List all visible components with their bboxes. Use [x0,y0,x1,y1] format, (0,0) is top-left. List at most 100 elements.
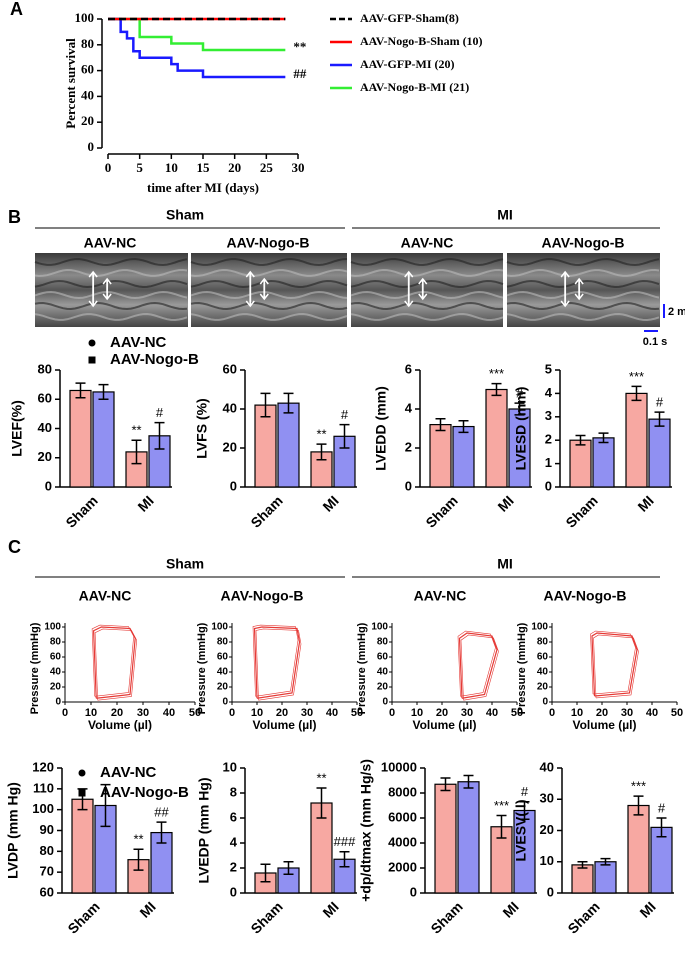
y-tick-label: 0 [45,478,52,493]
significance: *** [489,366,504,381]
pv-loop-trace [94,628,138,701]
pv-loop [92,626,136,699]
y-axis-label: LVESD (mm) [513,387,529,471]
y-tick-label: 20 [38,449,52,464]
pv-loop-trace [590,630,636,695]
y-tick-label: 100 [211,622,228,633]
column-header: AAV-Nogo-B [544,588,627,604]
x-tick-label: Sham [564,898,602,936]
y-tick-label: 100 [32,801,54,816]
x-tick-label: MI [136,898,158,920]
significance: ### [334,834,356,849]
y-tick-label: 4 [405,400,413,415]
y-tick-label: 2 [405,439,412,454]
y-tick-label: 4 [230,834,238,849]
x-tick-label: 15 [197,160,211,175]
legend-label: AAV-Nogo-B [100,784,189,801]
significance: # [516,386,524,401]
y-tick-label: 60 [50,652,62,663]
pv-loop-trace [91,624,135,697]
error-bar [133,848,144,871]
y-axis-label: Pressure (mmHg) [29,622,41,714]
y-tick-label: 6 [230,809,237,824]
error-bar [154,421,165,450]
y-tick-label: 100 [531,622,548,633]
error-bar [600,857,611,866]
y-tick-label: 40 [223,400,237,415]
y-tick-label: 20 [540,822,554,837]
y-tick-label: 0 [410,884,417,899]
y-tick-label: 80 [38,361,52,376]
group-header: Sham [166,207,204,223]
bar [69,389,92,488]
error-bar [260,392,271,418]
bar [71,798,94,894]
echo-arrowhead [102,277,112,301]
echo-texture [350,312,504,322]
x-tick-label: 30 [301,707,313,719]
x-tick-label: 25 [260,160,274,175]
y-axis-label: LVEDP (mm Hg) [196,777,212,883]
legend-marker [88,339,96,347]
x-tick-label: 50 [671,707,683,719]
y-tick-label: 0 [542,697,548,708]
echo-texture [350,257,504,267]
significance: ** [131,423,141,438]
y-axis-label: Percent survival [63,38,78,129]
echo-texture [350,279,504,289]
scale-label: 2 mm [668,306,685,318]
group-header: Sham [166,556,204,572]
x-tick-label: Sham [247,898,285,936]
panel-label: B [8,207,21,227]
x-tick-label: Sham [422,492,460,530]
y-tick-label: 40 [38,420,52,435]
x-tick-label: 40 [646,707,658,719]
y-tick-label: 1 [545,455,552,470]
y-tick-label: 2 [230,859,237,874]
y-tick-label: 90 [40,822,54,837]
y-tick-label: 10 [223,759,237,774]
y-tick-label: 40 [540,759,554,774]
echo-arrowhead [560,270,570,308]
x-tick-label: MI [636,898,658,920]
x-tick-label: 0 [389,707,395,719]
y-tick-label: 100 [371,622,388,633]
y-axis-label: LVEF(%) [9,400,25,457]
echo-texture [190,279,348,289]
x-tick-label: Sham [62,492,100,530]
error-bar [458,419,469,434]
y-tick-label: 80 [40,843,54,858]
x-tick-label: 30 [292,160,305,175]
error-bar [435,418,446,432]
x-axis-label: Volume (µl) [412,718,476,732]
pv-loop-trace [460,634,499,701]
error-bar [339,851,350,868]
y-tick-label: 2000 [388,859,417,874]
y-tick-label: 110 [33,780,54,795]
y-tick-label: 6 [405,361,412,376]
y-tick-label: 0 [382,697,388,708]
significance: ** [293,39,306,54]
y-tick-label: 20 [81,113,94,128]
significance: ** [133,832,143,847]
y-tick-label: 60 [81,62,94,77]
y-tick-label: 0 [545,478,552,493]
y-tick-label: 8000 [388,784,417,799]
group-header: MI [497,207,513,223]
x-tick-label: Sham [64,898,102,936]
y-tick-label: 40 [537,667,549,678]
y-axis-label: LVESV( l) [513,800,529,862]
x-tick-label: 0 [62,707,68,719]
x-tick-label: 0 [549,707,555,719]
error-bar [98,383,109,400]
y-tick-label: 60 [38,391,52,406]
x-tick-label: 5 [136,160,143,175]
bar [452,425,475,488]
echo-arrowhead [418,277,428,301]
bar [592,437,615,488]
y-tick-label: 40 [377,667,389,678]
bar [92,391,115,488]
y-axis-label: Pressure (mmHg) [196,622,208,714]
y-tick-label: 20 [50,682,62,693]
